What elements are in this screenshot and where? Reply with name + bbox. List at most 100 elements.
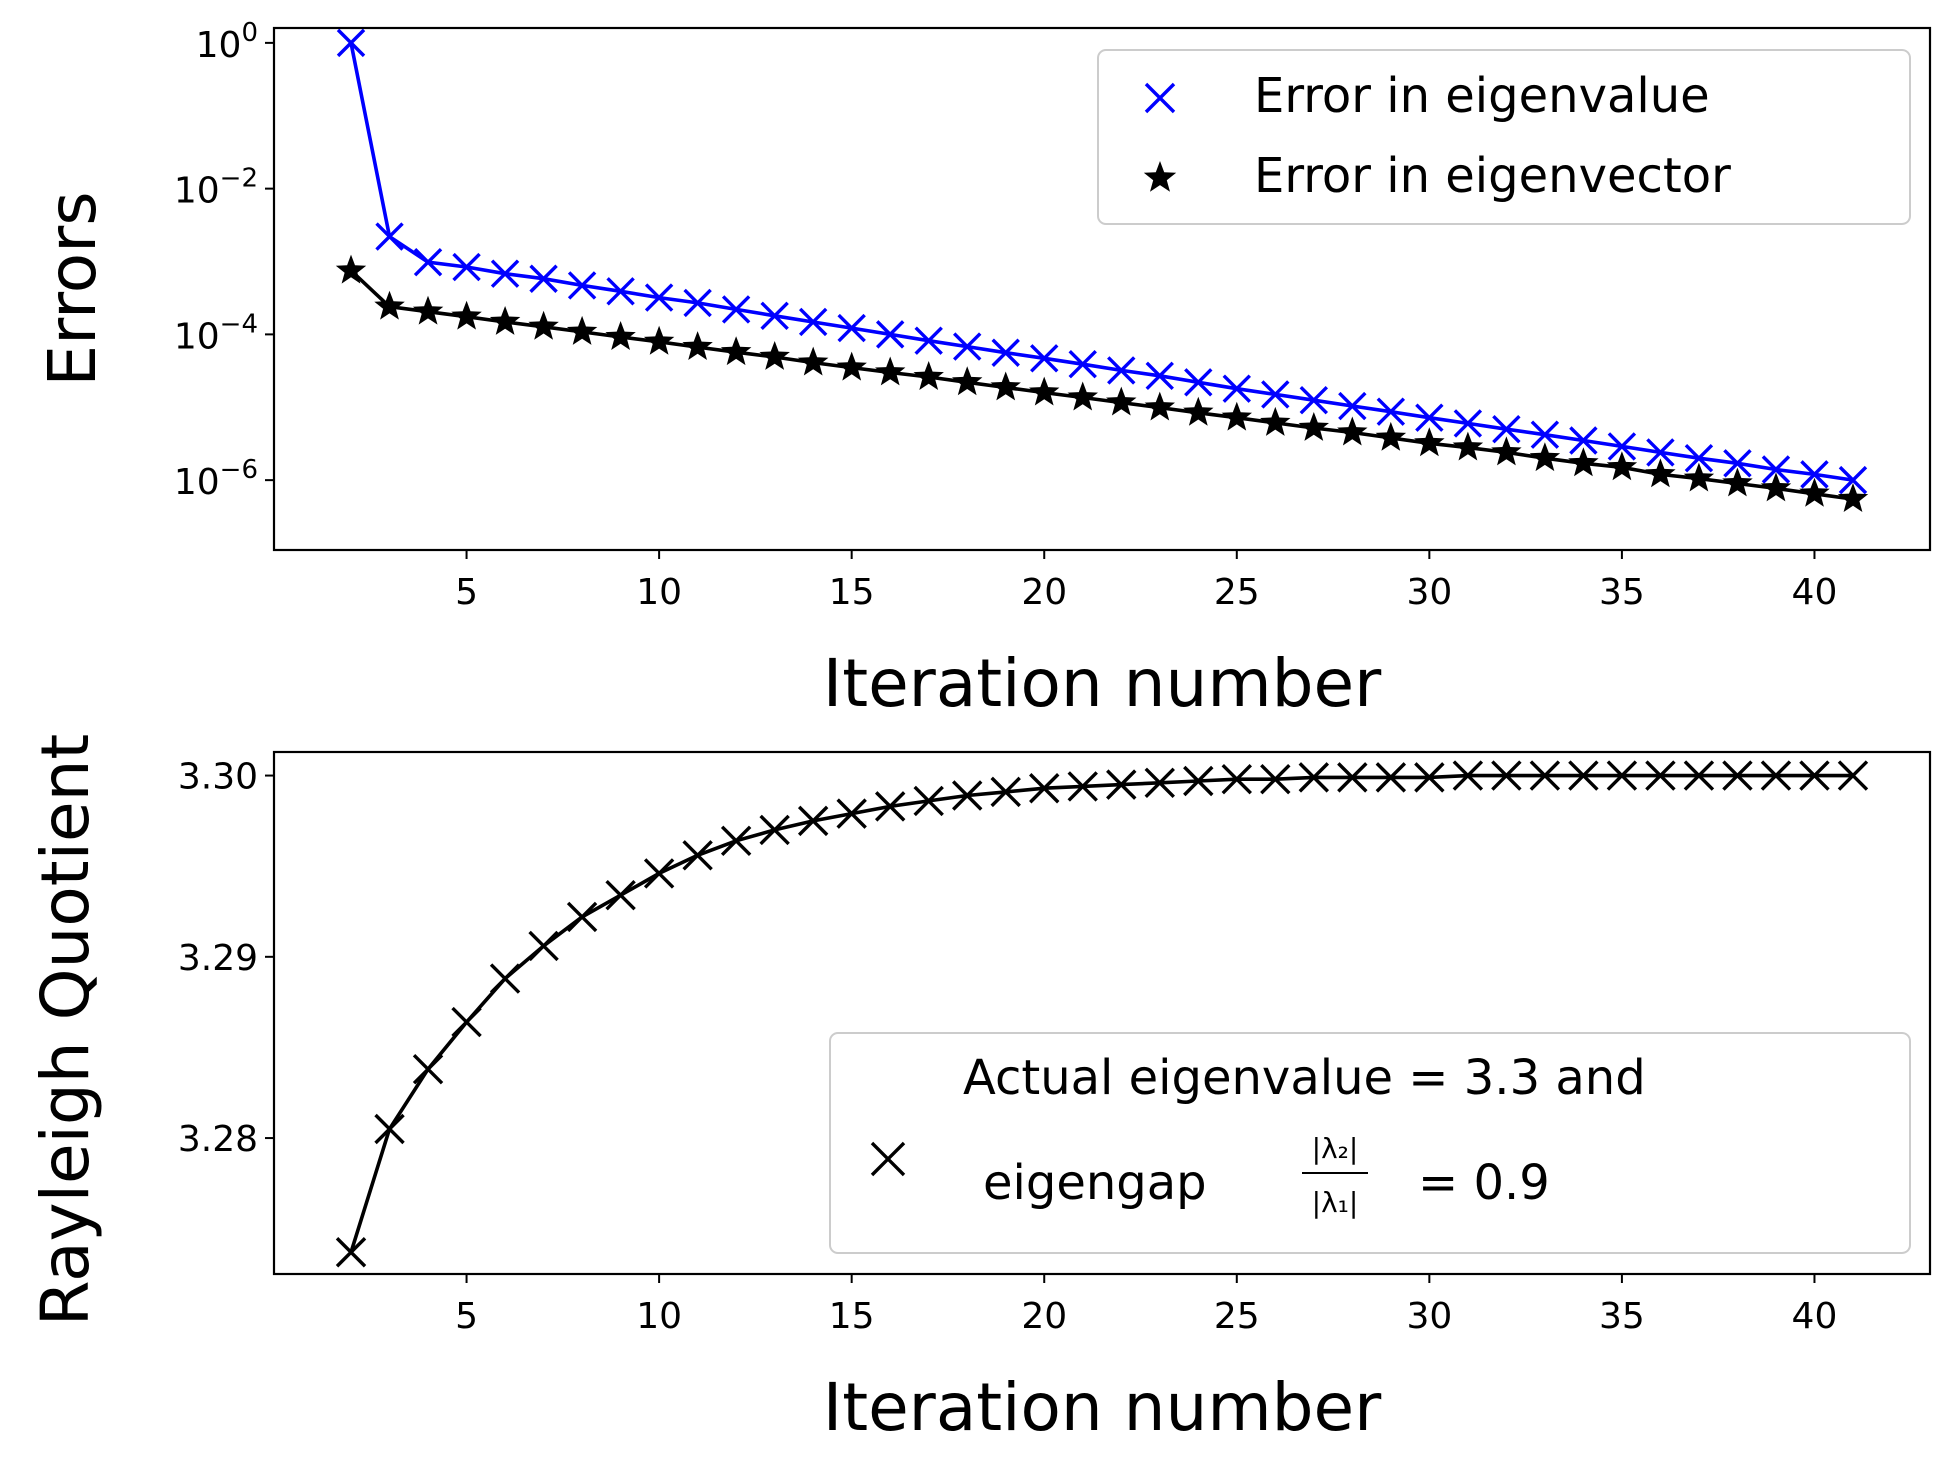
data-point (567, 271, 597, 300)
x-tick-label: 30 (1406, 1296, 1452, 1337)
data-point (1029, 376, 1060, 406)
data-point (1184, 368, 1213, 397)
data-point (875, 356, 906, 386)
data-point (452, 252, 481, 282)
rayleigh-x-axis-title: Iteration number (823, 1369, 1382, 1446)
data-point (1415, 403, 1444, 432)
data-point (605, 321, 636, 350)
data-point (797, 805, 829, 837)
errors-plot-frame (272, 26, 1932, 552)
rayleigh-series-layer (335, 760, 1869, 1268)
data-point (721, 295, 751, 324)
rayleigh-legend-box (829, 1032, 1911, 1254)
data-point (1684, 443, 1714, 473)
y-tick-label: 10−6 (174, 455, 258, 503)
x-tick-label: 10 (636, 572, 682, 613)
data-point (528, 930, 559, 962)
legend-marker-rayleigh-icon (870, 1141, 906, 1177)
rayleigh-y-axis-title: Rayleigh Quotient (27, 734, 104, 1327)
data-point (643, 325, 675, 355)
errors-series-layer (335, 28, 1869, 512)
data-point (529, 264, 558, 293)
data-point (1799, 760, 1830, 791)
y-tick-label: 3.30 (178, 757, 258, 798)
legend-star-glyph (1143, 161, 1177, 192)
legend-marker-eigenvalue-icon (1144, 82, 1176, 114)
data-point (412, 295, 444, 325)
data-point (375, 222, 404, 251)
y-tick-label: 10−2 (174, 164, 258, 212)
data-point (1760, 760, 1792, 791)
data-point (1414, 762, 1445, 793)
legend-fraction-denominator: |λ₁| (1312, 1186, 1359, 1219)
data-point (605, 879, 636, 911)
data-point (836, 798, 867, 829)
data-point (682, 331, 713, 360)
data-point (1799, 477, 1830, 507)
data-point (1260, 406, 1291, 436)
data-point (1030, 344, 1059, 373)
x-tick-label: 35 (1599, 572, 1645, 613)
legend-marker-eigenvector-icon (1143, 161, 1177, 192)
data-point (1683, 462, 1715, 492)
errors-x-ticks: 5 10 15 20 25 30 35 40 (455, 550, 1837, 613)
data-point (1299, 385, 1329, 415)
data-point (1722, 467, 1753, 497)
data-point (1260, 763, 1291, 795)
data-point (1723, 449, 1752, 478)
data-point (1606, 760, 1638, 791)
data-point (1067, 771, 1098, 802)
data-point (1298, 762, 1330, 793)
data-point (1221, 763, 1252, 795)
data-point (374, 1113, 405, 1145)
x-tick-label: 40 (1792, 1296, 1838, 1337)
data-point (1800, 460, 1829, 489)
data-point (1646, 438, 1675, 467)
data-point (990, 776, 1021, 808)
data-point (720, 825, 752, 857)
x-tick-label: 5 (455, 572, 478, 613)
rayleigh-plot-frame (272, 750, 1932, 1276)
rayleigh-y-ticks: 3.28 3.29 3.30 (178, 757, 274, 1160)
data-point (336, 28, 366, 58)
y-tick-label: 3.29 (178, 938, 258, 979)
data-point (1414, 427, 1445, 457)
legend-cross-glyph (1144, 82, 1176, 114)
data-point (953, 332, 982, 361)
data-point (760, 301, 789, 330)
data-point (952, 780, 983, 811)
data-point (1837, 760, 1869, 791)
series-line-0 (349, 773, 1853, 1253)
data-point (1530, 420, 1560, 449)
x-tick-label: 25 (1214, 1296, 1260, 1337)
data-point (1645, 458, 1676, 488)
legend-eigengap-label: eigengap (983, 1155, 1207, 1211)
data-point (1107, 356, 1136, 385)
data-point (837, 313, 866, 343)
data-point (682, 840, 713, 871)
data-point (489, 306, 521, 335)
data-point (1761, 455, 1791, 484)
data-point (875, 320, 905, 349)
errors-legend-box (1097, 49, 1911, 225)
x-tick-label: 40 (1792, 572, 1838, 613)
data-point (1067, 381, 1098, 411)
data-point (643, 858, 675, 889)
data-point (1491, 760, 1522, 791)
data-point (1529, 760, 1561, 791)
data-point (1145, 361, 1174, 391)
errors-legend: Error in eigenvalue Error in eigenvector (1097, 49, 1911, 225)
x-tick-label: 20 (1021, 1296, 1067, 1337)
data-point (335, 1237, 367, 1268)
data-point (489, 963, 521, 994)
legend-label-eigenvector: Error in eigenvector (1254, 148, 1731, 204)
legend-fraction-numerator: |λ₂| (1312, 1132, 1359, 1165)
data-point (644, 283, 674, 312)
data-point (1222, 374, 1251, 403)
data-point (1337, 762, 1368, 793)
data-point (1261, 380, 1290, 409)
data-point (1375, 762, 1407, 793)
data-point (1838, 465, 1868, 495)
x-tick-label: 25 (1214, 572, 1260, 613)
data-point (874, 791, 906, 822)
